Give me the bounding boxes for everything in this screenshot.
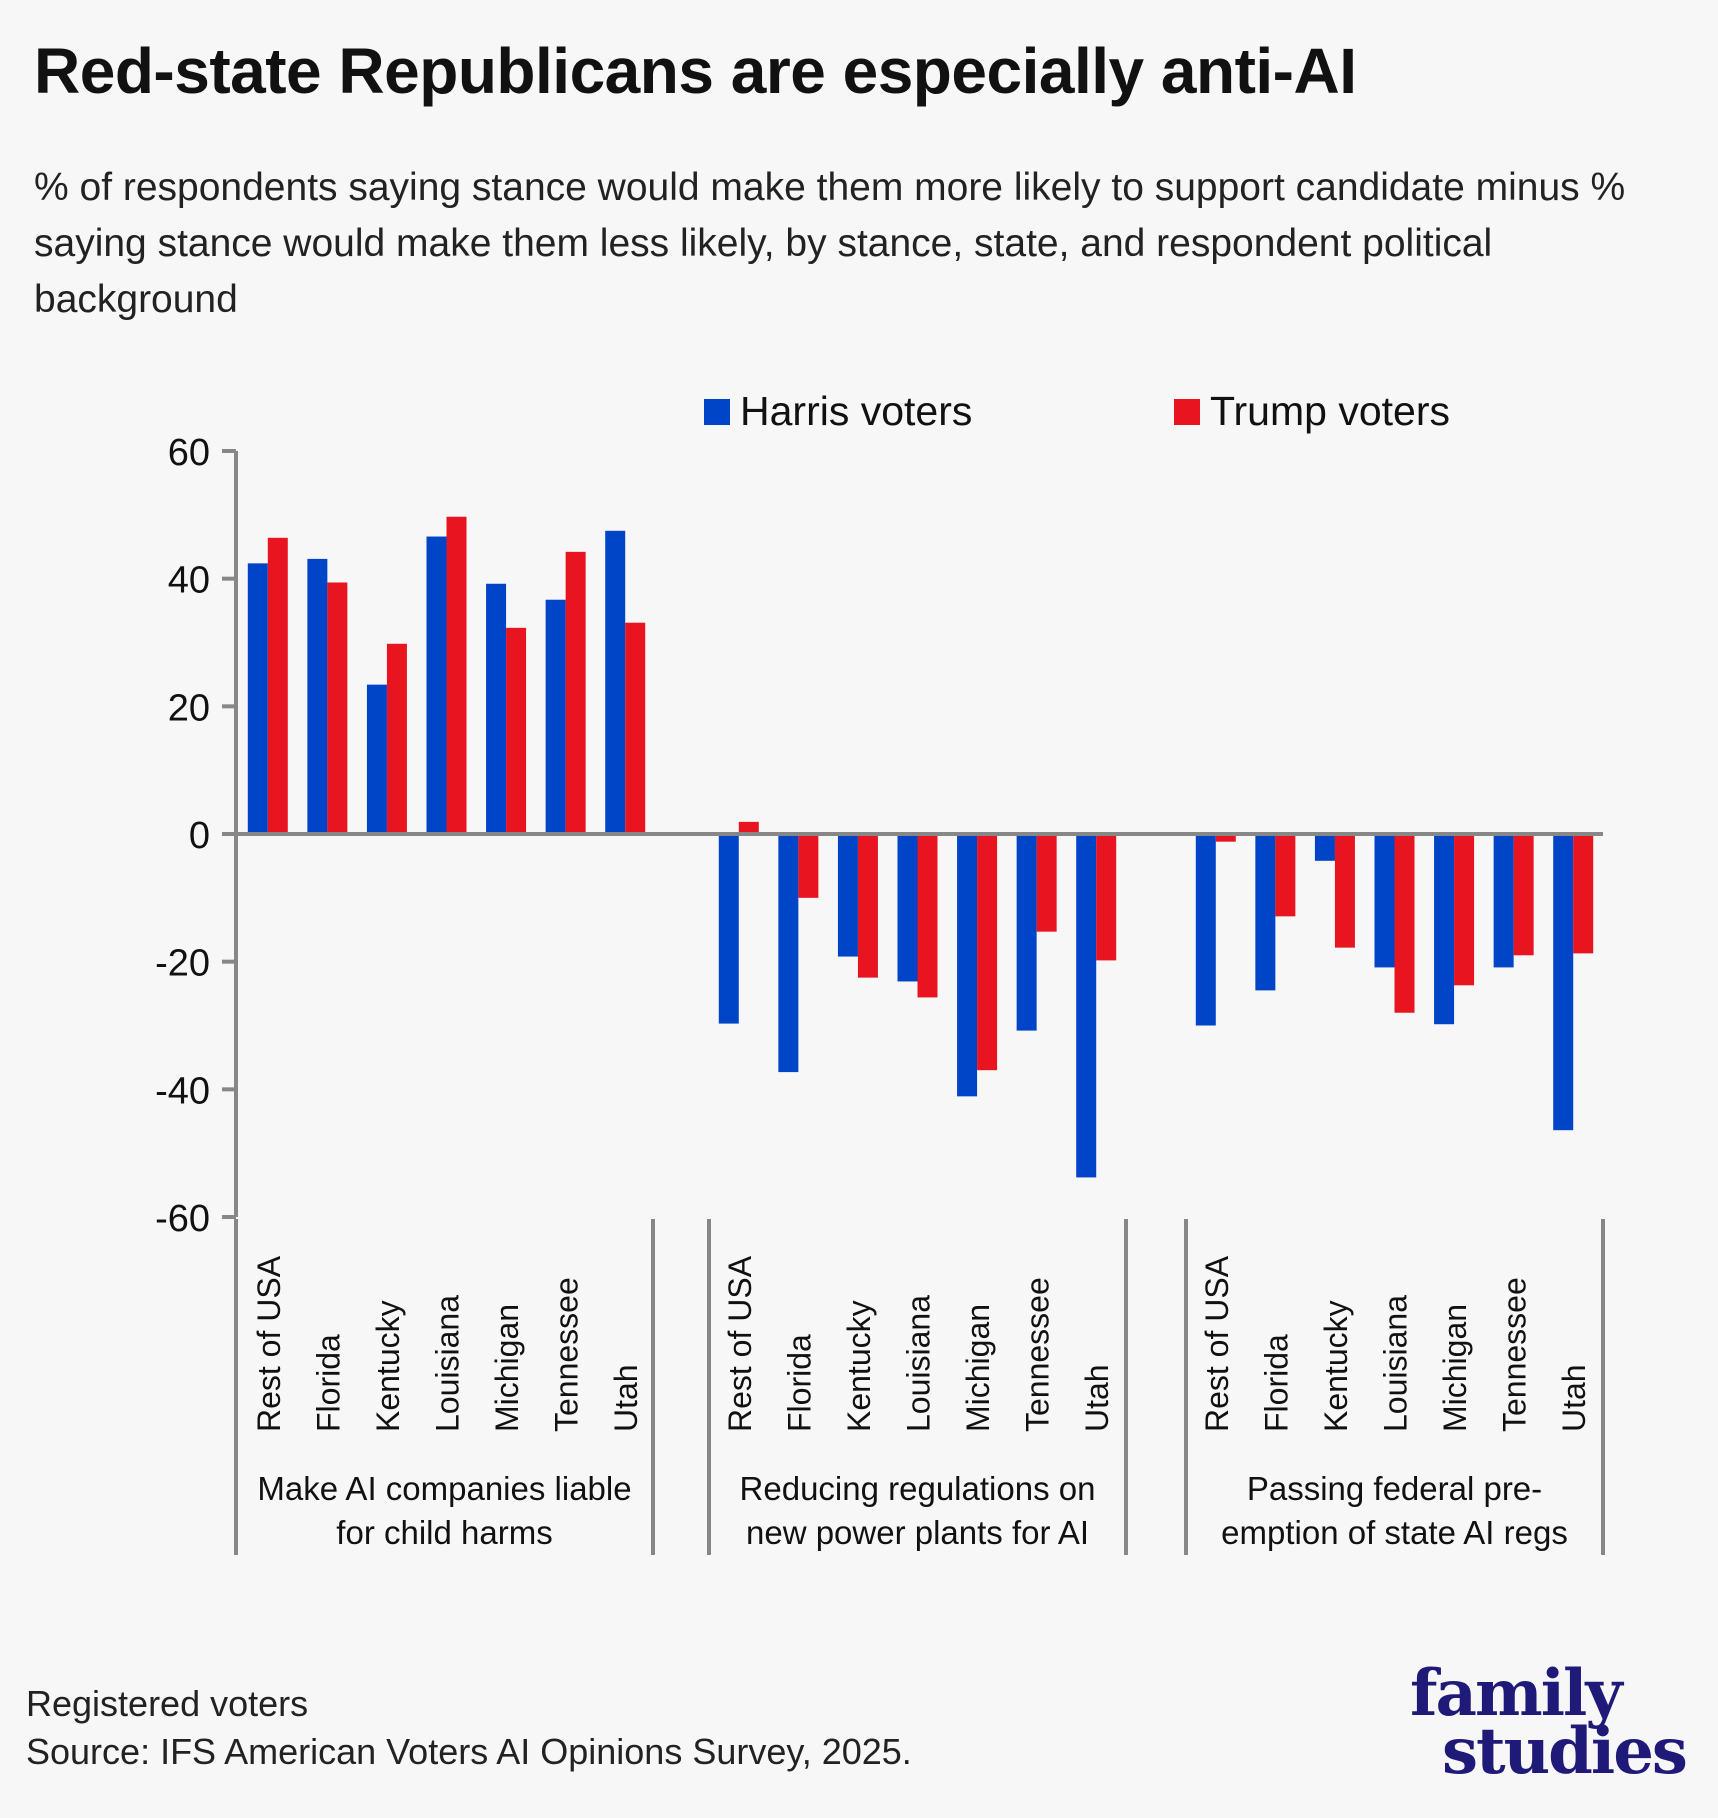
labels-layer: 60 40 20 0 -20 -40 -60 Rest of USA Florida Kentuc… <box>155 432 1592 1551</box>
axes-layer <box>222 449 1605 1555</box>
y-tick-label: -60 <box>155 1198 210 1240</box>
category-label: Louisiana <box>1378 1295 1414 1432</box>
bar-trump <box>1394 834 1415 1013</box>
bar-trump <box>1334 834 1355 948</box>
legend-swatch-harris <box>704 398 730 425</box>
bar-harris <box>957 834 978 1097</box>
bar-trump <box>327 582 348 834</box>
category-label: Utah <box>1079 1364 1115 1432</box>
category-label: Florida <box>1258 1334 1294 1432</box>
y-tick-label: -20 <box>155 943 210 985</box>
bar-harris <box>426 536 447 834</box>
category-label: Michigan <box>489 1304 525 1432</box>
family-studies-logo: family studies <box>1410 1656 1688 1789</box>
bar-trump <box>857 834 878 978</box>
legend-label-harris: Harris voters <box>740 388 973 434</box>
bar-trump <box>386 643 407 834</box>
category-label: Utah <box>1556 1364 1592 1432</box>
logo-line-1: family <box>1410 1656 1623 1731</box>
bar-trump <box>977 834 998 1071</box>
bar-harris <box>545 599 566 834</box>
bar-trump <box>1215 834 1236 842</box>
category-label: Rest of USA <box>1199 1255 1235 1432</box>
bar-trump <box>267 537 288 834</box>
legend-item-trump: Trump voters <box>1174 388 1450 435</box>
chart-subtitle: % of respondents saying stance would mak… <box>34 166 1626 321</box>
category-label: Florida <box>310 1334 346 1432</box>
category-label: Michigan <box>1437 1304 1473 1432</box>
chart-title: Red-state Republicans are especially ant… <box>34 35 1357 107</box>
y-tick-label: -40 <box>155 1070 210 1112</box>
bar-trump <box>625 622 646 834</box>
bar-harris <box>1016 834 1037 1031</box>
footer: Registered voters Source: IFS American V… <box>26 1680 912 1776</box>
category-label: Kentucky <box>841 1300 877 1432</box>
bar-harris <box>486 583 507 834</box>
category-label: Tennessee <box>549 1277 585 1432</box>
group-label: for child harms <box>336 1514 552 1551</box>
bar-trump <box>1454 834 1475 986</box>
legend-label-trump: Trump voters <box>1210 388 1450 434</box>
group-label: new power plants for AI <box>746 1514 1089 1551</box>
category-label: Kentucky <box>1318 1300 1354 1432</box>
group-label: emption of state AI regs <box>1221 1514 1568 1551</box>
bar-trump <box>1513 834 1534 956</box>
y-tick-label: 20 <box>168 687 210 729</box>
category-label: Rest of USA <box>722 1255 758 1432</box>
y-tick-label: 0 <box>189 815 210 857</box>
bar-trump <box>1573 834 1594 954</box>
bar-trump <box>446 516 467 834</box>
bar-harris <box>837 834 858 957</box>
bar-trump <box>1275 834 1296 917</box>
y-tick-label: 40 <box>168 560 210 602</box>
bar-harris <box>1195 834 1216 1026</box>
group-label: Passing federal pre- <box>1247 1470 1542 1507</box>
bar-harris <box>897 834 918 982</box>
bar-trump <box>917 834 938 998</box>
bar-harris <box>1493 834 1514 968</box>
bar-harris <box>307 558 328 834</box>
legend-item-harris: Harris voters <box>704 388 972 435</box>
category-label: Utah <box>608 1364 644 1432</box>
bar-harris <box>1434 834 1455 1025</box>
bar-harris <box>718 834 739 1024</box>
bar-harris <box>1255 834 1276 991</box>
logo-line-2: studies <box>1442 1714 1688 1789</box>
group-label: Make AI companies liable <box>257 1470 631 1507</box>
category-label: Tennessee <box>1497 1277 1533 1432</box>
category-label: Michigan <box>960 1304 996 1432</box>
bars-layer <box>247 516 1594 1178</box>
bar-trump <box>565 551 586 834</box>
legend-swatch-trump <box>1174 398 1200 425</box>
bar-trump <box>1036 834 1057 932</box>
bar-trump <box>506 627 527 834</box>
bar-trump <box>738 821 759 834</box>
bar-harris <box>1314 834 1335 861</box>
bar-harris <box>605 530 626 834</box>
category-label: Rest of USA <box>251 1255 287 1432</box>
bar-harris <box>1553 834 1574 1131</box>
category-label: Kentucky <box>370 1300 406 1432</box>
bar-trump <box>1096 834 1117 961</box>
group-label: Reducing regulations on <box>740 1470 1096 1507</box>
category-label: Louisiana <box>901 1295 937 1432</box>
bar-harris <box>1374 834 1395 968</box>
category-label: Louisiana <box>430 1295 466 1432</box>
footer-note: Registered voters <box>26 1683 309 1724</box>
bar-harris <box>366 684 387 834</box>
bar-trump <box>798 834 819 898</box>
bar-harris <box>247 563 268 834</box>
category-label: Tennessee <box>1020 1277 1056 1432</box>
footer-source: Source: IFS American Voters AI Opinions … <box>26 1731 912 1772</box>
bar-harris <box>1076 834 1097 1178</box>
bar-harris <box>778 834 799 1073</box>
y-tick-label: 60 <box>168 432 210 474</box>
category-label: Florida <box>781 1334 817 1432</box>
